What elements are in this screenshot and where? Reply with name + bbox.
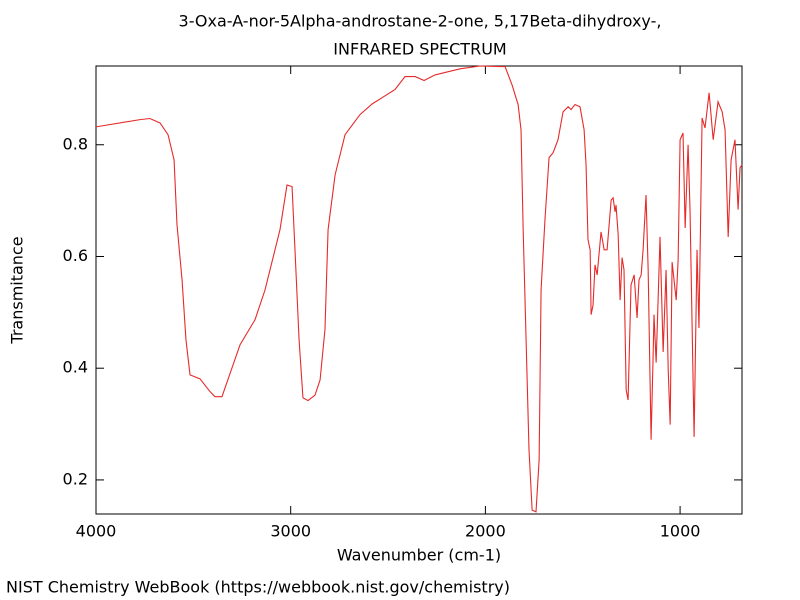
y-tick-label: 0.4 (63, 358, 88, 377)
x-tick-label: 2000 (465, 522, 506, 541)
x-tick-label: 3000 (270, 522, 311, 541)
spectrum-line (95, 65, 743, 513)
footer: NIST Chemistry WebBook (https://webbook.… (6, 578, 510, 597)
y-tick-label: 0.8 (63, 134, 88, 153)
y-tick-label: 0.6 (63, 246, 88, 265)
plot-frame (95, 65, 743, 515)
y-axis-label: Transmitance (8, 236, 27, 344)
y-tick-label: 0.2 (63, 469, 88, 488)
x-tick-label: 4000 (76, 522, 117, 541)
chart-title: 3-Oxa-A-nor-5Alpha-androstane-2-one, 5,1… (179, 12, 662, 31)
chart-subtitle: INFRARED SPECTRUM (333, 40, 506, 59)
x-axis-label: Wavenumber (cm-1) (337, 546, 501, 565)
x-tick-label: 1000 (660, 522, 701, 541)
